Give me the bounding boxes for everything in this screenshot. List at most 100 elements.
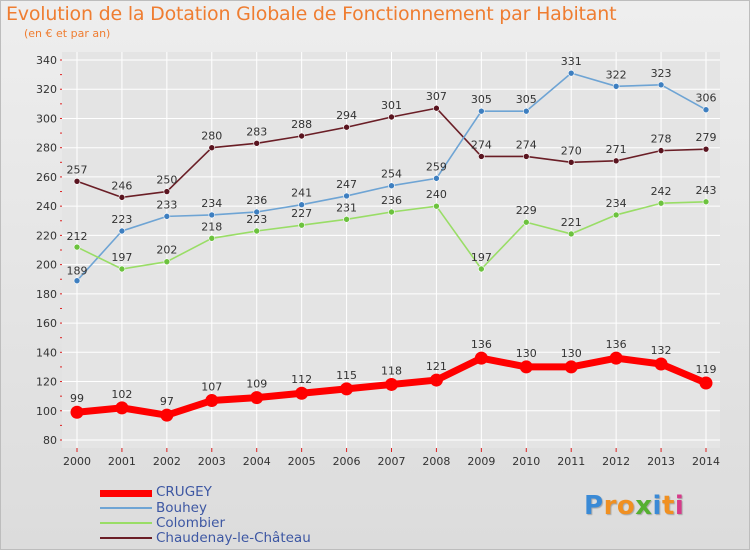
- x-tick-label-2006: 2006: [333, 455, 361, 468]
- point-chaudenay-2014: [702, 145, 710, 153]
- legend-swatch-chaudenay: [100, 537, 152, 539]
- x-tick-label-2004: 2004: [243, 455, 271, 468]
- point-chaudenay-2013: [657, 147, 665, 154]
- data-label-crugey-2004: 109: [246, 378, 267, 391]
- x-tick-label-2013: 2013: [647, 455, 675, 468]
- chart-title: Evolution de la Dotation Globale de Fonc…: [6, 3, 617, 25]
- point-bouhey-2002: [163, 213, 171, 220]
- point-chaudenay-2010: [522, 153, 530, 160]
- data-label-bouhey-2004: 236: [246, 194, 267, 207]
- data-label-colombier-2006: 231: [336, 201, 357, 214]
- point-chaudenay-2012: [612, 157, 620, 165]
- point-crugey-2003: [205, 394, 219, 408]
- data-label-chaudenay-2002: 250: [156, 174, 177, 187]
- data-label-chaudenay-2005: 288: [291, 118, 312, 131]
- data-label-colombier-2010: 229: [516, 204, 537, 217]
- y-tick-label-200: 200: [36, 259, 57, 272]
- data-label-crugey-2000: 99: [70, 392, 84, 405]
- point-colombier-2006: [343, 216, 350, 223]
- y-tick-label-80: 80: [43, 434, 57, 447]
- logo-letter-2: o: [616, 491, 636, 521]
- point-colombier-2008: [433, 202, 440, 210]
- y-tick-label-240: 240: [36, 200, 57, 213]
- point-crugey-2014: [699, 376, 713, 390]
- data-label-chaudenay-2003: 280: [201, 130, 222, 143]
- y-tick-label-280: 280: [36, 142, 57, 155]
- data-label-crugey-2010: 130: [516, 347, 537, 360]
- data-label-crugey-2005: 112: [291, 373, 312, 386]
- point-bouhey-2004: [253, 208, 261, 216]
- data-label-chaudenay-2011: 270: [561, 144, 582, 157]
- x-tick-label-2014: 2014: [692, 455, 720, 468]
- data-label-chaudenay-2012: 271: [606, 143, 627, 156]
- data-label-chaudenay-2010: 274: [516, 138, 537, 151]
- data-label-chaudenay-2013: 278: [651, 133, 672, 146]
- data-label-bouhey-2014: 306: [696, 92, 717, 105]
- legend-swatch-crugey: [100, 490, 152, 497]
- data-label-crugey-2007: 118: [381, 364, 402, 377]
- legend-label-crugey: CRUGEY: [156, 484, 212, 500]
- chart-subtitle: (en € et par an): [24, 27, 111, 40]
- data-label-chaudenay-2014: 279: [696, 131, 717, 144]
- data-label-bouhey-2013: 323: [651, 67, 672, 80]
- y-tick-label-260: 260: [36, 171, 57, 184]
- point-crugey-2001: [115, 401, 129, 415]
- point-colombier-2005: [298, 221, 305, 229]
- data-label-crugey-2003: 107: [201, 381, 222, 394]
- point-crugey-2009: [474, 351, 488, 365]
- logo-letter-4: i: [652, 491, 662, 521]
- point-crugey-2002: [160, 408, 174, 422]
- x-tick-label-2012: 2012: [602, 455, 630, 468]
- point-bouhey-2008: [433, 175, 440, 182]
- data-label-colombier-2000: 212: [67, 230, 88, 243]
- point-bouhey-2005: [298, 201, 305, 208]
- point-colombier-2009: [478, 265, 485, 273]
- point-crugey-2006: [340, 382, 354, 396]
- data-label-colombier-2003: 218: [201, 220, 222, 233]
- point-chaudenay-2001: [118, 194, 126, 201]
- data-label-colombier-2011: 221: [561, 216, 582, 229]
- point-crugey-2005: [295, 386, 309, 400]
- data-label-bouhey-2011: 331: [561, 55, 582, 68]
- x-tick-label-2008: 2008: [422, 455, 450, 468]
- point-bouhey-2006: [343, 192, 350, 200]
- data-label-crugey-2014: 119: [696, 363, 717, 376]
- point-colombier-2003: [208, 235, 216, 242]
- x-tick-label-2011: 2011: [557, 455, 585, 468]
- data-label-colombier-2002: 202: [156, 244, 177, 257]
- point-chaudenay-2003: [208, 144, 216, 151]
- data-label-chaudenay-2007: 301: [381, 99, 402, 112]
- point-colombier-2004: [253, 227, 261, 235]
- data-label-crugey-2011: 130: [561, 347, 582, 360]
- point-bouhey-2010: [522, 107, 530, 115]
- legend-swatch-colombier: [100, 522, 152, 524]
- point-colombier-2007: [388, 208, 395, 216]
- point-chaudenay-2006: [343, 123, 350, 131]
- logo-letter-5: t: [661, 491, 675, 521]
- y-tick-label-120: 120: [36, 376, 57, 389]
- data-label-bouhey-2003: 234: [201, 197, 222, 210]
- point-bouhey-2003: [208, 211, 216, 219]
- point-chaudenay-2007: [388, 113, 395, 121]
- point-bouhey-2012: [612, 83, 620, 90]
- data-label-bouhey-2006: 247: [336, 178, 357, 191]
- point-colombier-2012: [612, 211, 620, 219]
- point-colombier-2013: [657, 199, 665, 207]
- point-bouhey-2007: [388, 182, 395, 189]
- point-chaudenay-2004: [253, 140, 261, 147]
- logo-letter-1: r: [603, 491, 617, 521]
- data-label-bouhey-2010: 305: [516, 93, 537, 106]
- data-label-crugey-2001: 102: [111, 388, 132, 401]
- point-crugey-2007: [385, 377, 398, 391]
- legend-label-colombier: Colombier: [156, 515, 226, 531]
- data-label-chaudenay-2004: 283: [246, 125, 267, 138]
- y-tick-label-340: 340: [36, 54, 57, 67]
- point-crugey-2012: [609, 351, 623, 365]
- data-label-bouhey-2001: 223: [111, 213, 132, 226]
- data-label-bouhey-2000: 189: [67, 265, 88, 278]
- data-label-chaudenay-2009: 274: [471, 138, 492, 151]
- data-label-colombier-2014: 243: [696, 184, 717, 197]
- x-tick-label-2001: 2001: [108, 455, 136, 468]
- x-tick-label-2002: 2002: [153, 455, 181, 468]
